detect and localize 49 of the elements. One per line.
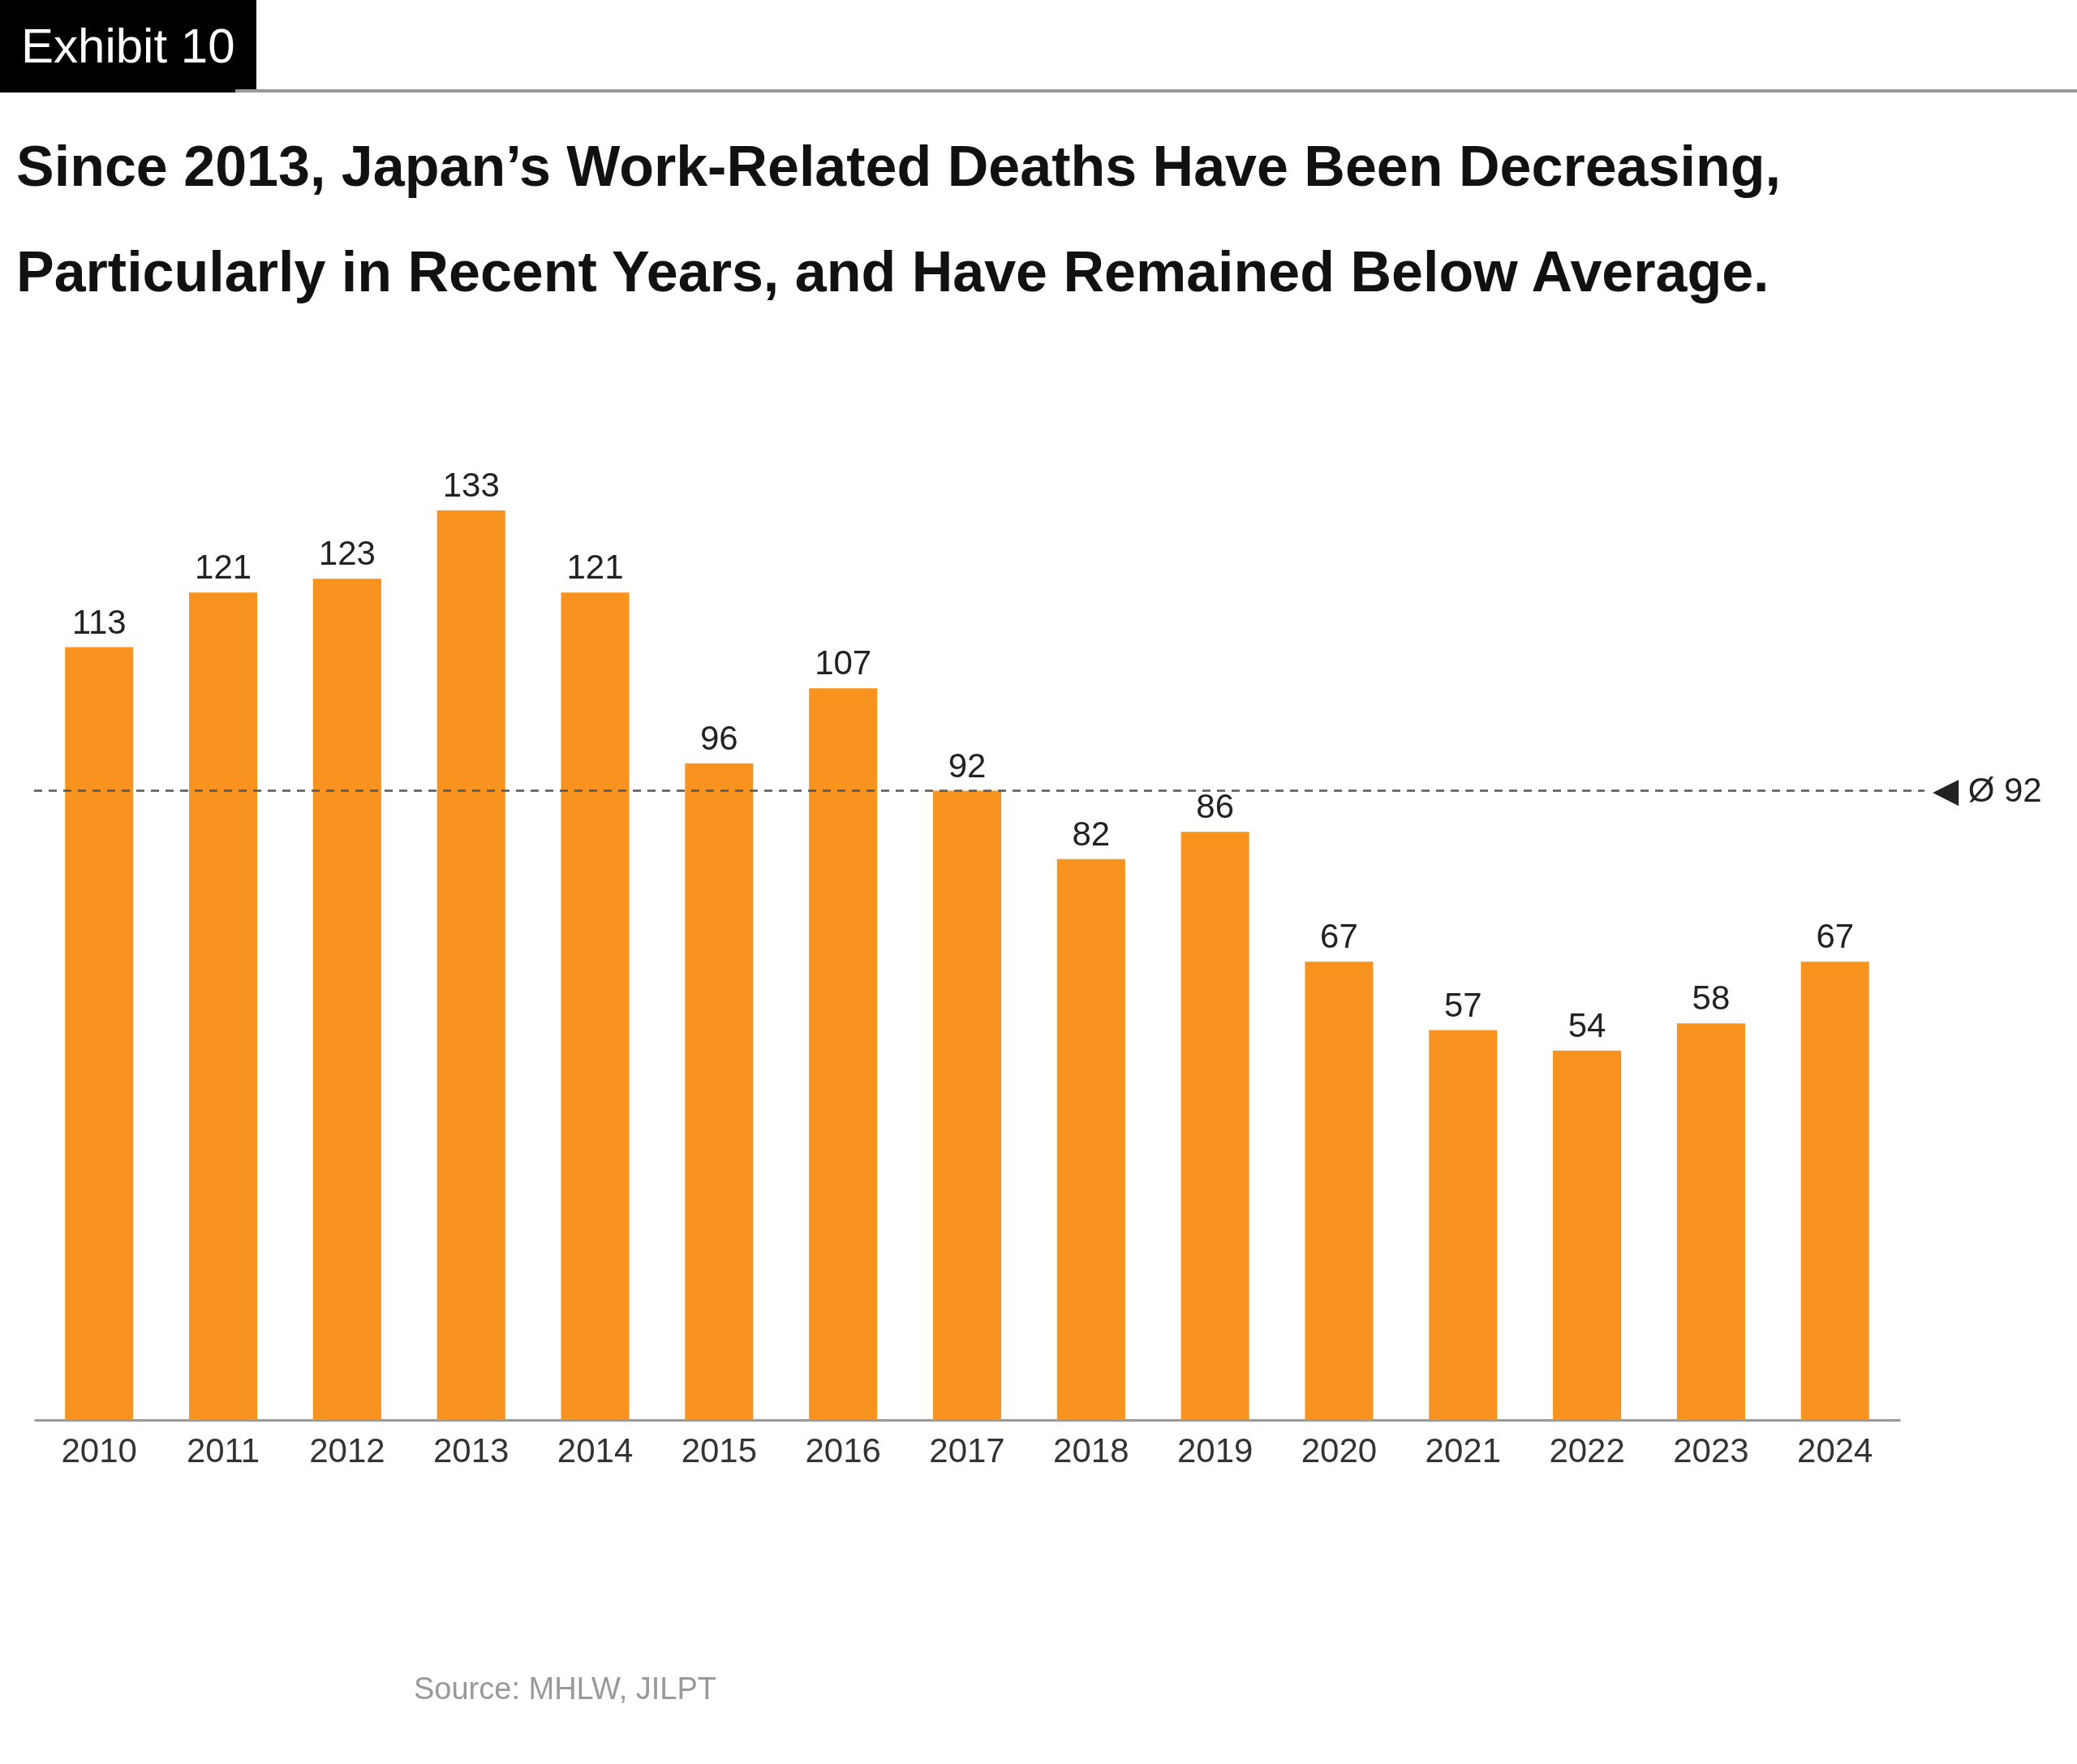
bar [436, 510, 505, 1420]
x-tick-label: 2011 [186, 1431, 260, 1469]
bar [1553, 1050, 1622, 1420]
bar [809, 688, 878, 1420]
data-label: 57 [1443, 985, 1482, 1024]
data-label: 107 [815, 643, 872, 682]
data-label: 58 [1692, 979, 1731, 1018]
x-tick-label: 2016 [805, 1431, 881, 1469]
bar [932, 790, 1002, 1420]
data-label: 133 [442, 466, 500, 504]
data-label: 82 [1072, 814, 1111, 853]
bar [1305, 962, 1374, 1420]
x-tick-label: 2013 [432, 1431, 510, 1469]
ref-line-label: ◀ Ø 92 [1933, 770, 2042, 809]
bar [1800, 962, 1869, 1420]
data-label: 113 [71, 602, 127, 641]
bar [1056, 858, 1125, 1420]
bar [1676, 1023, 1745, 1420]
x-tick-label: 2021 [1425, 1431, 1502, 1469]
data-label: 92 [948, 746, 987, 785]
data-label: 121 [566, 548, 624, 587]
bar [1429, 1030, 1498, 1420]
bar [65, 647, 134, 1420]
bar [561, 592, 630, 1420]
x-tick-label: 2022 [1549, 1431, 1625, 1469]
x-tick-label: 2010 [61, 1431, 137, 1469]
bar [189, 592, 258, 1420]
data-label: 54 [1567, 1005, 1606, 1044]
text: Exhibit 10 [0, 0, 256, 93]
x-tick-label: 2017 [929, 1431, 1005, 1469]
data-label: 121 [195, 548, 252, 587]
x-tick-label: 2014 [557, 1431, 634, 1469]
x-tick-label: 2023 [1673, 1431, 1749, 1469]
bar [1180, 832, 1249, 1420]
x-tick-label: 2019 [1176, 1431, 1254, 1469]
data-label: 96 [699, 718, 738, 757]
x-tick-label: 2012 [309, 1431, 385, 1469]
data-label: 123 [318, 534, 376, 573]
x-tick-label: 2020 [1301, 1431, 1378, 1469]
x-tick-label: 2018 [1053, 1431, 1129, 1469]
bar [685, 763, 754, 1420]
x-tick-label: 2015 [681, 1431, 758, 1469]
chart-title: Since 2013, Japan’s Work-Related Deaths Have Been Decreasing, Particularly in Recent Years, and Have Remained Below Average. [16, 134, 1782, 305]
data-label: 67 [1320, 917, 1358, 956]
x-tick-label: 2024 [1797, 1431, 1873, 1469]
data-label: 86 [1196, 787, 1235, 826]
source-note: Source: MHLW, JILPT [414, 1671, 717, 1706]
data-label: 67 [1816, 917, 1855, 956]
bar [312, 579, 381, 1420]
